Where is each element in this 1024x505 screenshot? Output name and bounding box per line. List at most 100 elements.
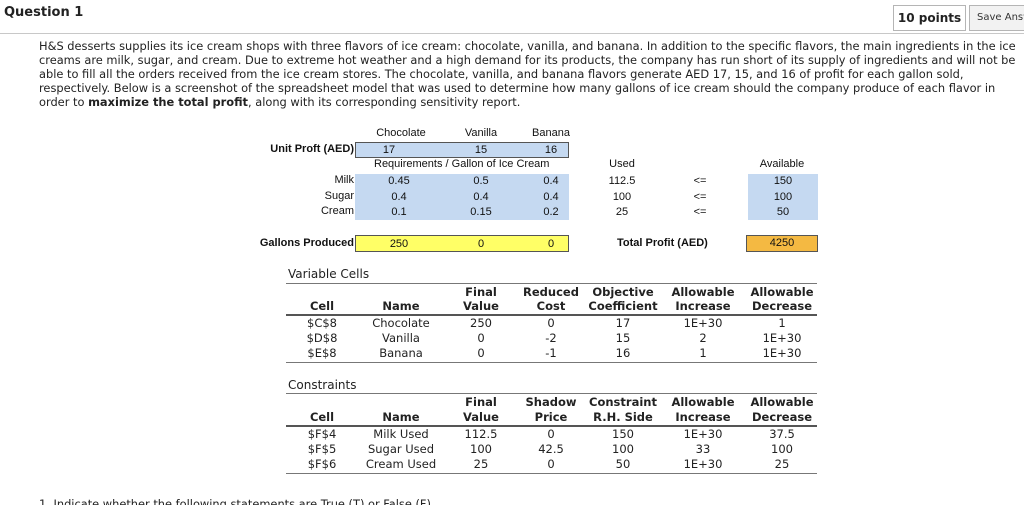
req-cell: 0.4 bbox=[391, 191, 407, 203]
requirements-range bbox=[355, 174, 569, 220]
header-allowable: Allowable bbox=[750, 285, 814, 299]
constraint-sign: <= bbox=[693, 206, 707, 218]
header-final: Final bbox=[465, 395, 497, 409]
question-title: Question 1 bbox=[4, 5, 84, 20]
shadow-price: 0 bbox=[547, 427, 555, 441]
available-cell: 150 bbox=[773, 175, 793, 187]
header-constraint: Constraint bbox=[589, 395, 657, 409]
allowable-increase: 1E+30 bbox=[683, 316, 723, 330]
total-profit-value: 4250 bbox=[746, 235, 818, 252]
unit-profit-chocolate: 17 bbox=[382, 144, 396, 156]
allowable-decrease: 1E+30 bbox=[762, 331, 802, 345]
header-cost: Cost bbox=[536, 299, 566, 313]
save-answer-button[interactable]: Save Answer bbox=[969, 5, 1024, 31]
header-shadow: Shadow bbox=[525, 395, 577, 409]
header-final: Final bbox=[465, 285, 497, 299]
reduced-cost: -2 bbox=[545, 331, 557, 345]
unit-profit-vanilla: 15 bbox=[474, 144, 488, 156]
used-cell: 25 bbox=[615, 206, 629, 218]
divider bbox=[286, 314, 817, 316]
divider bbox=[286, 362, 817, 363]
cell-ref: $F$4 bbox=[307, 427, 337, 441]
available-range bbox=[748, 174, 818, 220]
cell-ref: $C$8 bbox=[307, 316, 337, 330]
available-cell: 100 bbox=[773, 191, 793, 203]
header-increase: Increase bbox=[675, 410, 731, 424]
used-header: Used bbox=[609, 158, 635, 170]
divider bbox=[286, 425, 817, 427]
allowable-decrease: 100 bbox=[771, 442, 793, 456]
constraint-rhs: 150 bbox=[612, 427, 634, 441]
reduced-cost: -1 bbox=[545, 346, 557, 360]
question-prompt: H&S desserts supplies its ice cream shop… bbox=[39, 39, 1021, 110]
available-header: Available bbox=[759, 158, 805, 170]
final-value: 25 bbox=[473, 457, 489, 471]
row-name: Vanilla bbox=[382, 331, 420, 345]
header-objective: Objective bbox=[592, 285, 654, 299]
req-cell: 0.1 bbox=[391, 206, 407, 218]
header-decrease: Decrease bbox=[751, 299, 813, 313]
header-allowable: Allowable bbox=[671, 395, 735, 409]
header-coefficient: Coefficient bbox=[588, 299, 658, 313]
allowable-increase: 33 bbox=[695, 442, 711, 456]
row-name: Milk Used bbox=[373, 427, 429, 441]
divider bbox=[286, 283, 817, 284]
used-cell: 112.5 bbox=[608, 175, 636, 187]
header-cell: Cell bbox=[309, 299, 335, 313]
objective-coefficient: 16 bbox=[615, 346, 631, 360]
final-value: 100 bbox=[470, 442, 492, 456]
allowable-decrease: 1 bbox=[778, 316, 786, 330]
reduced-cost: 0 bbox=[547, 316, 555, 330]
objective-coefficient: 15 bbox=[615, 331, 631, 345]
prompt-text-before: H&S desserts supplies its ice cream shop… bbox=[39, 39, 1016, 109]
gallons-produced-range bbox=[355, 235, 569, 252]
cell-ref: $D$8 bbox=[306, 331, 338, 345]
allowable-increase: 1E+30 bbox=[683, 457, 723, 471]
allowable-increase: 1E+30 bbox=[683, 427, 723, 441]
constraint-rhs: 50 bbox=[615, 457, 631, 471]
gallons-banana: 0 bbox=[547, 238, 555, 250]
header-name: Name bbox=[382, 299, 420, 313]
shadow-price: 42.5 bbox=[538, 442, 564, 456]
req-cell: 0.5 bbox=[473, 175, 489, 187]
shadow-price: 0 bbox=[547, 457, 555, 471]
unit-profit-label: Unit Proft (AED) bbox=[270, 143, 354, 155]
allowable-increase: 2 bbox=[699, 331, 707, 345]
unit-profit-range bbox=[355, 142, 569, 158]
divider bbox=[286, 393, 817, 394]
cell-ref: $E$8 bbox=[307, 346, 337, 360]
header-cell: Cell bbox=[309, 410, 335, 424]
used-cell: 100 bbox=[612, 191, 632, 203]
next-question-text: 1. Indicate whether the following statem… bbox=[39, 497, 431, 505]
allowable-increase: 1 bbox=[699, 346, 707, 360]
header-value: Value bbox=[463, 410, 499, 424]
allowable-decrease: 25 bbox=[774, 457, 790, 471]
question-header: Question 1 10 points Save Answer bbox=[0, 0, 1024, 34]
req-cell: 0.4 bbox=[543, 191, 559, 203]
requirements-label: Requirements / Gallon of Ice Cream bbox=[374, 158, 550, 170]
divider bbox=[286, 473, 817, 474]
row-name: Cream Used bbox=[365, 457, 437, 471]
req-cell: 0.4 bbox=[473, 191, 489, 203]
objective-coefficient: 17 bbox=[615, 316, 631, 330]
variable-cells-title: Variable Cells bbox=[288, 267, 370, 281]
total-profit-label: Total Profit (AED) bbox=[617, 237, 708, 249]
allowable-decrease: 37.5 bbox=[769, 427, 795, 441]
constraint-sign: <= bbox=[693, 175, 707, 187]
req-cell: 0.2 bbox=[543, 206, 559, 218]
gallons-chocolate: 250 bbox=[389, 238, 409, 250]
constraints-title: Constraints bbox=[288, 378, 357, 392]
gallons-vanilla: 0 bbox=[477, 238, 485, 250]
points-badge: 10 points bbox=[893, 5, 966, 31]
final-value: 112.5 bbox=[464, 427, 498, 441]
cell-ref: $F$5 bbox=[307, 442, 337, 456]
req-cell: 0.4 bbox=[543, 175, 559, 187]
gallons-produced-label: Gallons Produced bbox=[259, 237, 354, 249]
req-cell: 0.15 bbox=[470, 206, 492, 218]
final-value: 0 bbox=[477, 346, 485, 360]
flavor-header-banana: Banana bbox=[532, 127, 570, 139]
header-allowable: Allowable bbox=[671, 285, 735, 299]
allowable-decrease: 1E+30 bbox=[762, 346, 802, 360]
ingredient-name: Milk bbox=[334, 174, 354, 186]
flavor-header-vanilla: Vanilla bbox=[464, 127, 498, 139]
